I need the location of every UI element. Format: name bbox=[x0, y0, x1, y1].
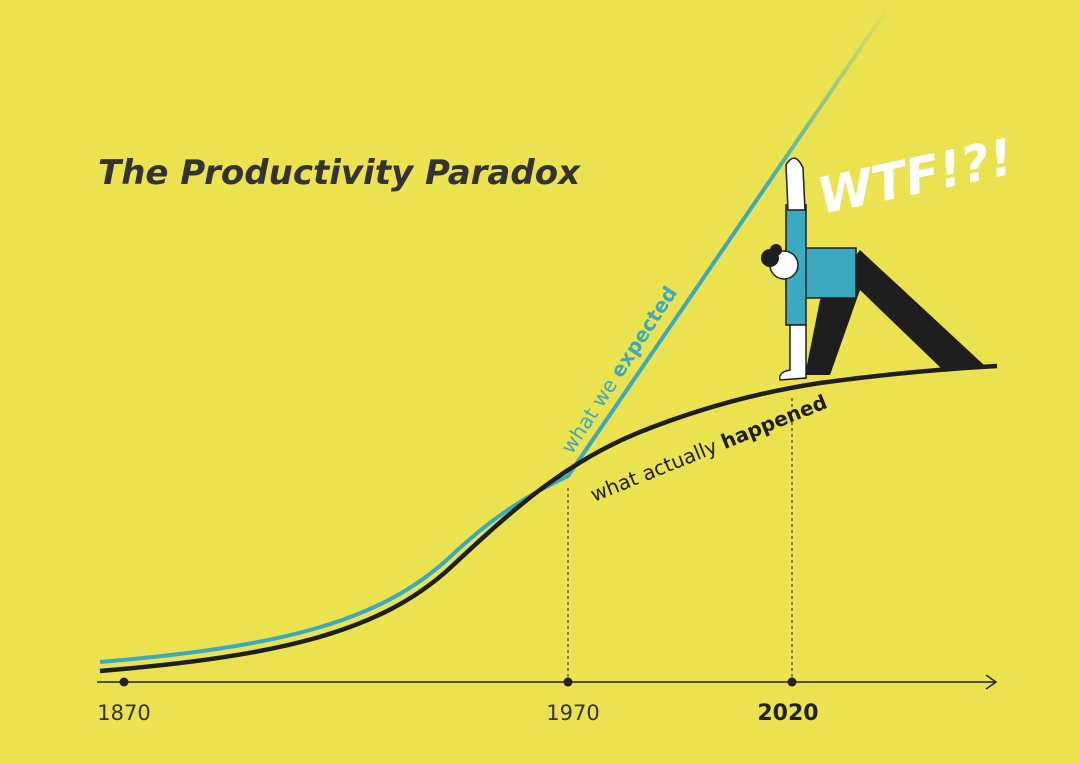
tick-dot bbox=[787, 677, 797, 687]
tick-dot bbox=[119, 677, 129, 687]
axis-label: 1870 bbox=[97, 701, 150, 725]
axis-label: 2020 bbox=[757, 701, 818, 726]
title: The Productivity Paradox bbox=[98, 153, 581, 193]
tick-dot bbox=[563, 677, 573, 687]
figure bbox=[761, 157, 985, 381]
axis-label: 1970 bbox=[546, 701, 599, 725]
actual-curve bbox=[99, 363, 998, 674]
axis-arrow bbox=[985, 674, 998, 690]
